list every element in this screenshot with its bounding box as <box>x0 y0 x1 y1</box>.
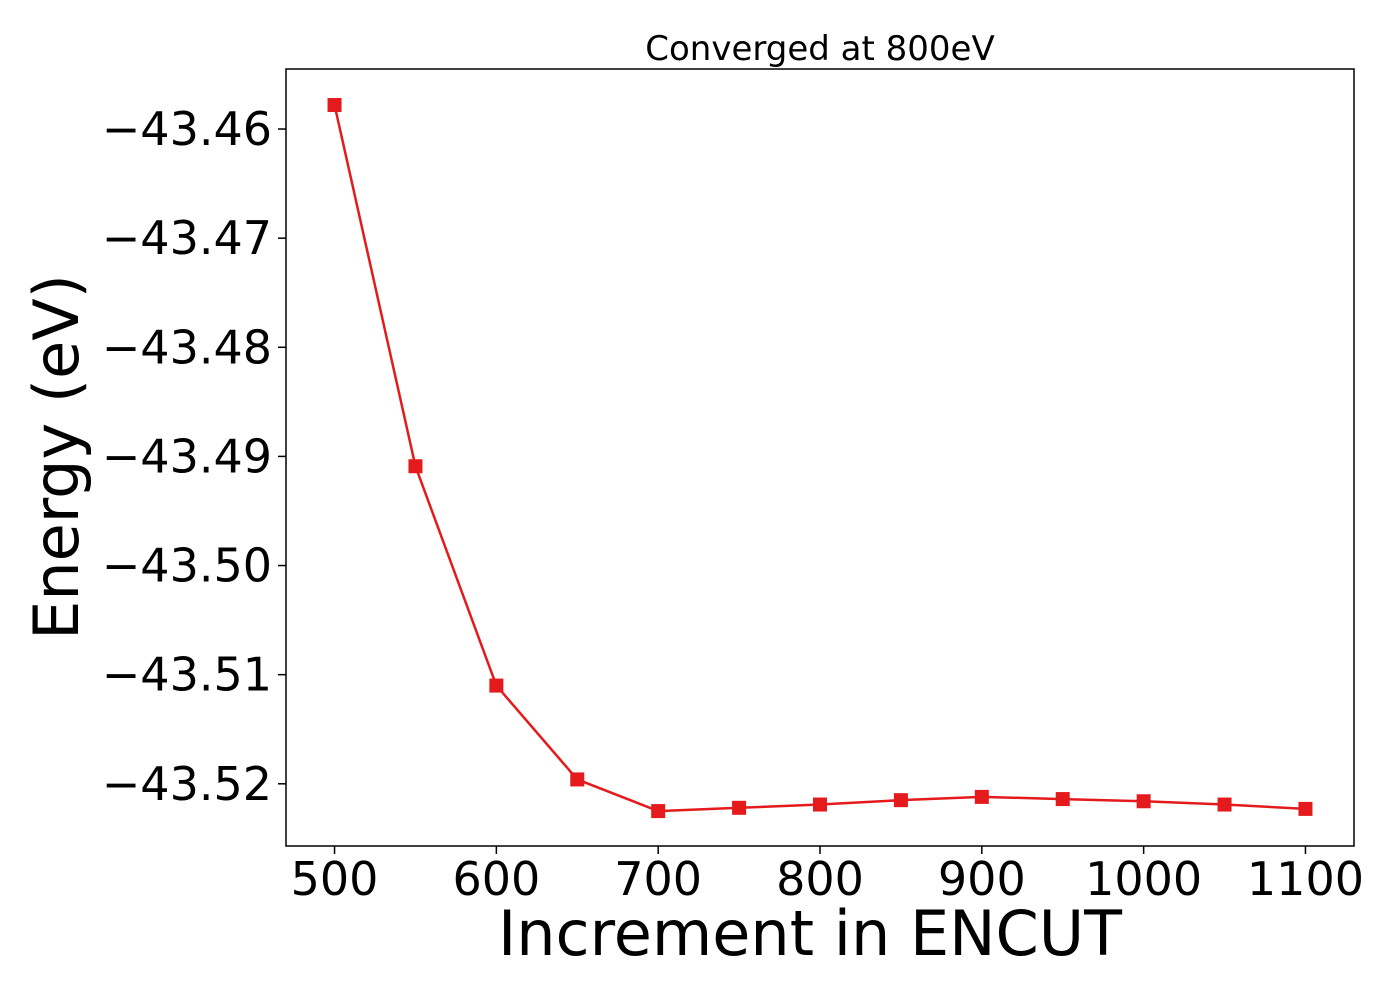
y-tick-label: −43.49 <box>102 429 272 483</box>
x-tick-label: 800 <box>776 852 864 906</box>
y-tick-label: −43.52 <box>102 757 272 811</box>
x-tick-label: 1000 <box>1085 852 1202 906</box>
data-point-marker <box>1136 794 1151 809</box>
x-tick-label: 700 <box>614 852 702 906</box>
data-point-marker <box>732 800 747 815</box>
y-tick-label: −43.50 <box>102 539 272 593</box>
data-point-marker <box>327 98 342 113</box>
y-tick-label: −43.47 <box>102 211 272 265</box>
data-point-marker <box>893 793 908 808</box>
data-point-marker <box>1298 801 1313 816</box>
data-point-marker <box>813 797 827 812</box>
x-tick-label: 900 <box>938 852 1026 906</box>
data-point-marker <box>974 789 989 804</box>
x-tick-label: 600 <box>452 852 540 906</box>
y-axis-ticks: −43.46 −43.47 −43.48 −43.49 −43.50 −43.51 −43.… <box>102 102 286 811</box>
data-point-marker <box>408 459 423 474</box>
y-tick-label: −43.48 <box>102 320 272 374</box>
data-point-marker <box>489 678 504 693</box>
y-tick-label: −43.46 <box>102 102 272 156</box>
data-point-marker <box>1217 797 1232 812</box>
data-point-marker <box>570 772 585 787</box>
x-tick-label: 500 <box>291 852 379 906</box>
data-point-marker <box>1055 792 1070 807</box>
y-tick-label: −43.51 <box>102 648 272 702</box>
x-axis-title: Increment in ENCUT <box>498 897 1123 970</box>
series-layer <box>327 98 1313 819</box>
x-axis-ticks: 500 600 700 800 900 1000 1100 <box>291 846 1364 906</box>
chart-title: Converged at 800eV <box>645 29 994 69</box>
y-axis-title: Energy (eV) <box>20 274 93 640</box>
data-point-marker <box>651 804 666 819</box>
x-tick-label: 1100 <box>1247 852 1364 906</box>
